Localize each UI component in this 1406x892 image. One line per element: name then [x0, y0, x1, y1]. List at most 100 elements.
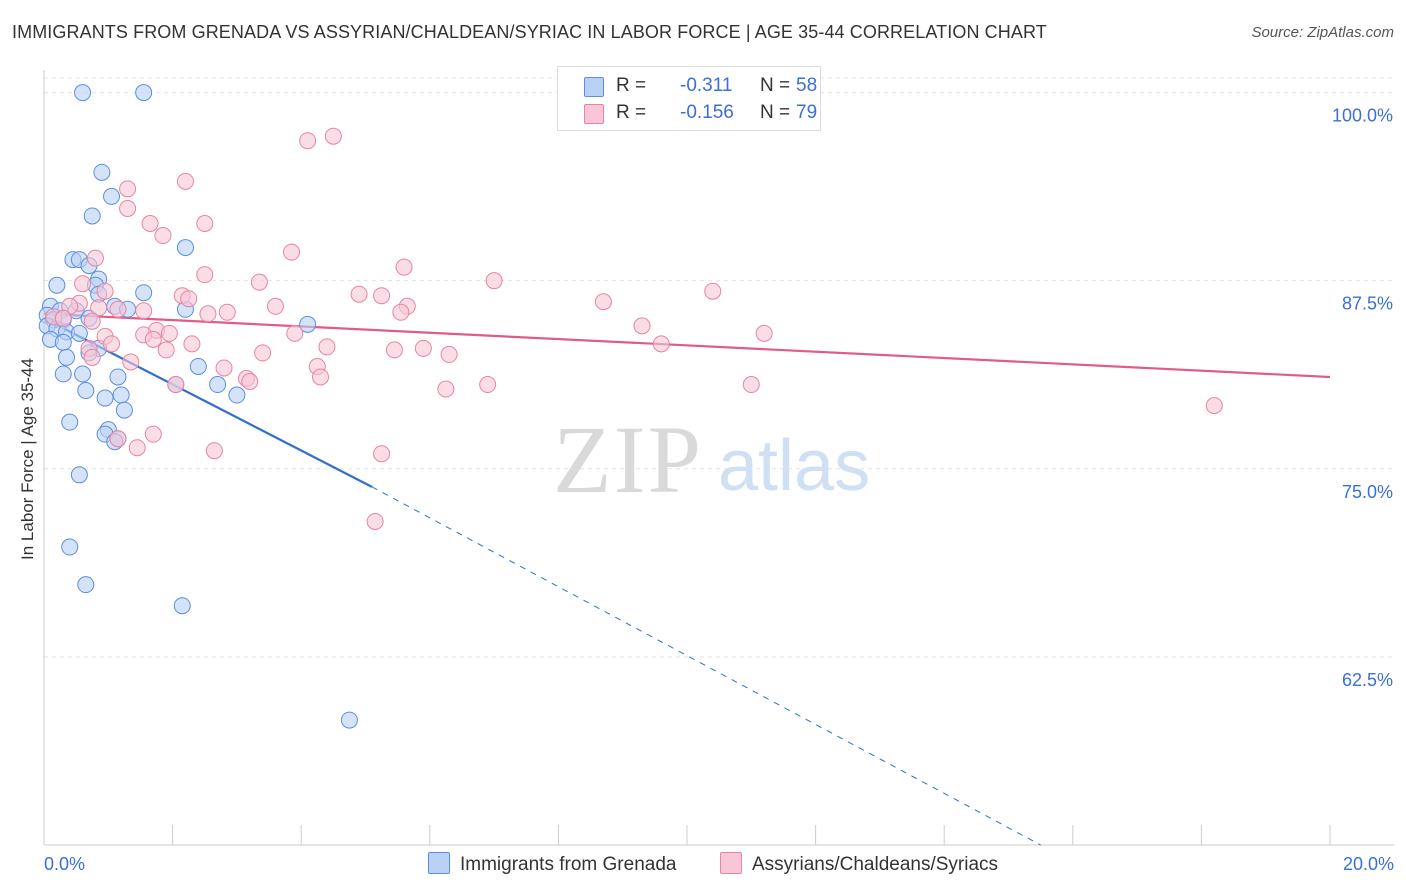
pink-data-point [103, 335, 121, 353]
blue-data-point [70, 324, 88, 342]
pink-data-point [205, 442, 223, 460]
bottom-legend-swatch-pink [720, 852, 742, 874]
blue-data-point [103, 187, 121, 205]
blue-data-point [135, 284, 153, 302]
blue-data-point [48, 276, 66, 294]
pink-data-point [414, 339, 432, 357]
axes [43, 70, 1394, 846]
pink-data-point [128, 439, 146, 457]
pink-data-point [135, 302, 153, 320]
legend-n-value: 79 [796, 102, 818, 123]
bottom-legend-swatch-blue [428, 852, 450, 874]
legend-swatch-pink [584, 104, 604, 124]
blue-data-point [299, 315, 317, 333]
pink-data-point [154, 227, 172, 245]
y-tick-label: 75.0% [1342, 482, 1393, 502]
chart-source: Source: ZipAtlas.com [1251, 24, 1394, 41]
blue-data-point [54, 365, 72, 383]
pink-data-point [180, 290, 198, 308]
blue-data-point [189, 357, 207, 375]
blue-data-point [109, 368, 127, 386]
pink-data-point [119, 180, 137, 198]
pink-data-point [54, 309, 72, 327]
blue-data-point [228, 386, 246, 404]
x-tick-label-min: 0.0% [44, 854, 85, 874]
blue-data-point [209, 376, 227, 394]
x-tick-label-max: 20.0% [1343, 854, 1394, 874]
pink-data-point [755, 324, 773, 342]
pink-data-point [373, 445, 391, 463]
pink-data-point [144, 330, 162, 348]
pink-data-point [83, 348, 101, 366]
pink-data-point [594, 293, 612, 311]
y-tick-label: 100.0% [1332, 106, 1393, 126]
pink-data-point [119, 199, 137, 217]
pink-data-point [160, 324, 178, 342]
pink-data-point [218, 303, 236, 321]
watermark: ZIP atlas [553, 406, 870, 513]
bottom-legend-assyrian: Assyrians/Chaldeans/Syriacs [720, 852, 998, 876]
pink-data-point [299, 132, 317, 150]
pink-data-point [633, 317, 651, 335]
pink-data-point [385, 341, 403, 359]
pink-trend-line [43, 312, 1331, 379]
pink-data-point [254, 344, 272, 362]
blue-data-point [74, 84, 92, 102]
blue-data-point [173, 597, 191, 615]
pink-data-point [704, 282, 722, 300]
legend-r-label: R = [616, 102, 647, 123]
bottom-legend-grenada: Immigrants from Grenada [428, 852, 676, 876]
blue-data-point [58, 348, 76, 366]
bottom-legend-label: Assyrians/Chaldeans/Syriacs [752, 854, 999, 875]
legend-n-value: 58 [796, 75, 818, 96]
bottom-legend-label: Immigrants from Grenada [460, 854, 677, 875]
pink-data-point [215, 359, 233, 377]
pink-data-point [318, 338, 336, 356]
blue-data-point [54, 333, 72, 351]
legend-r-value: -0.156 [680, 102, 734, 123]
blue-data-point [74, 365, 92, 383]
pink-data-point [283, 243, 301, 261]
pink-data-point [311, 368, 329, 386]
blue-data-point [135, 84, 153, 102]
pink-data-point [122, 353, 140, 371]
y-tick-label: 87.5% [1342, 294, 1393, 314]
blue-data-point [115, 401, 133, 419]
blue-data-point [96, 389, 114, 407]
pink-data-point [392, 303, 410, 321]
pink-data-point [183, 335, 201, 353]
blue-data-point [83, 207, 101, 225]
pink-data-point [324, 127, 342, 145]
pink-data-point [176, 172, 194, 190]
legend-n-label: N = [760, 75, 791, 96]
blue-trend-extension [371, 486, 1041, 846]
pink-data-point [199, 305, 217, 323]
watermark-atlas: atlas [718, 426, 870, 506]
pink-data-point [437, 380, 455, 398]
pink-data-point [479, 376, 497, 394]
legend-swatch-blue [584, 77, 604, 97]
tick-labels: 62.5% 75.0% 87.5% 100.0% 0.0% 20.0% [44, 106, 1394, 874]
chart-title: IMMIGRANTS FROM GRENADA VS ASSYRIAN/CHAL… [12, 22, 1047, 42]
pink-data-point [373, 287, 391, 305]
pink-data-point [652, 335, 670, 353]
pink-data-point [440, 345, 458, 363]
blue-data-point [61, 538, 79, 556]
blue-data-point [340, 711, 358, 729]
pink-data-point [366, 512, 384, 530]
blue-data-point [112, 386, 130, 404]
y-tick-label: 62.5% [1342, 670, 1393, 690]
legend-n-label: N = [760, 102, 791, 123]
pink-data-point [241, 373, 259, 391]
pink-data-point [83, 312, 101, 330]
pink-data-point [266, 297, 284, 315]
data-points [38, 84, 1223, 729]
legend-r-label: R = [616, 75, 647, 96]
pink-data-point [86, 249, 104, 267]
blue-data-point [93, 163, 111, 181]
pink-data-point [286, 324, 304, 342]
pink-data-point [141, 214, 159, 232]
pink-data-point [485, 272, 503, 290]
pink-data-point [250, 273, 268, 291]
